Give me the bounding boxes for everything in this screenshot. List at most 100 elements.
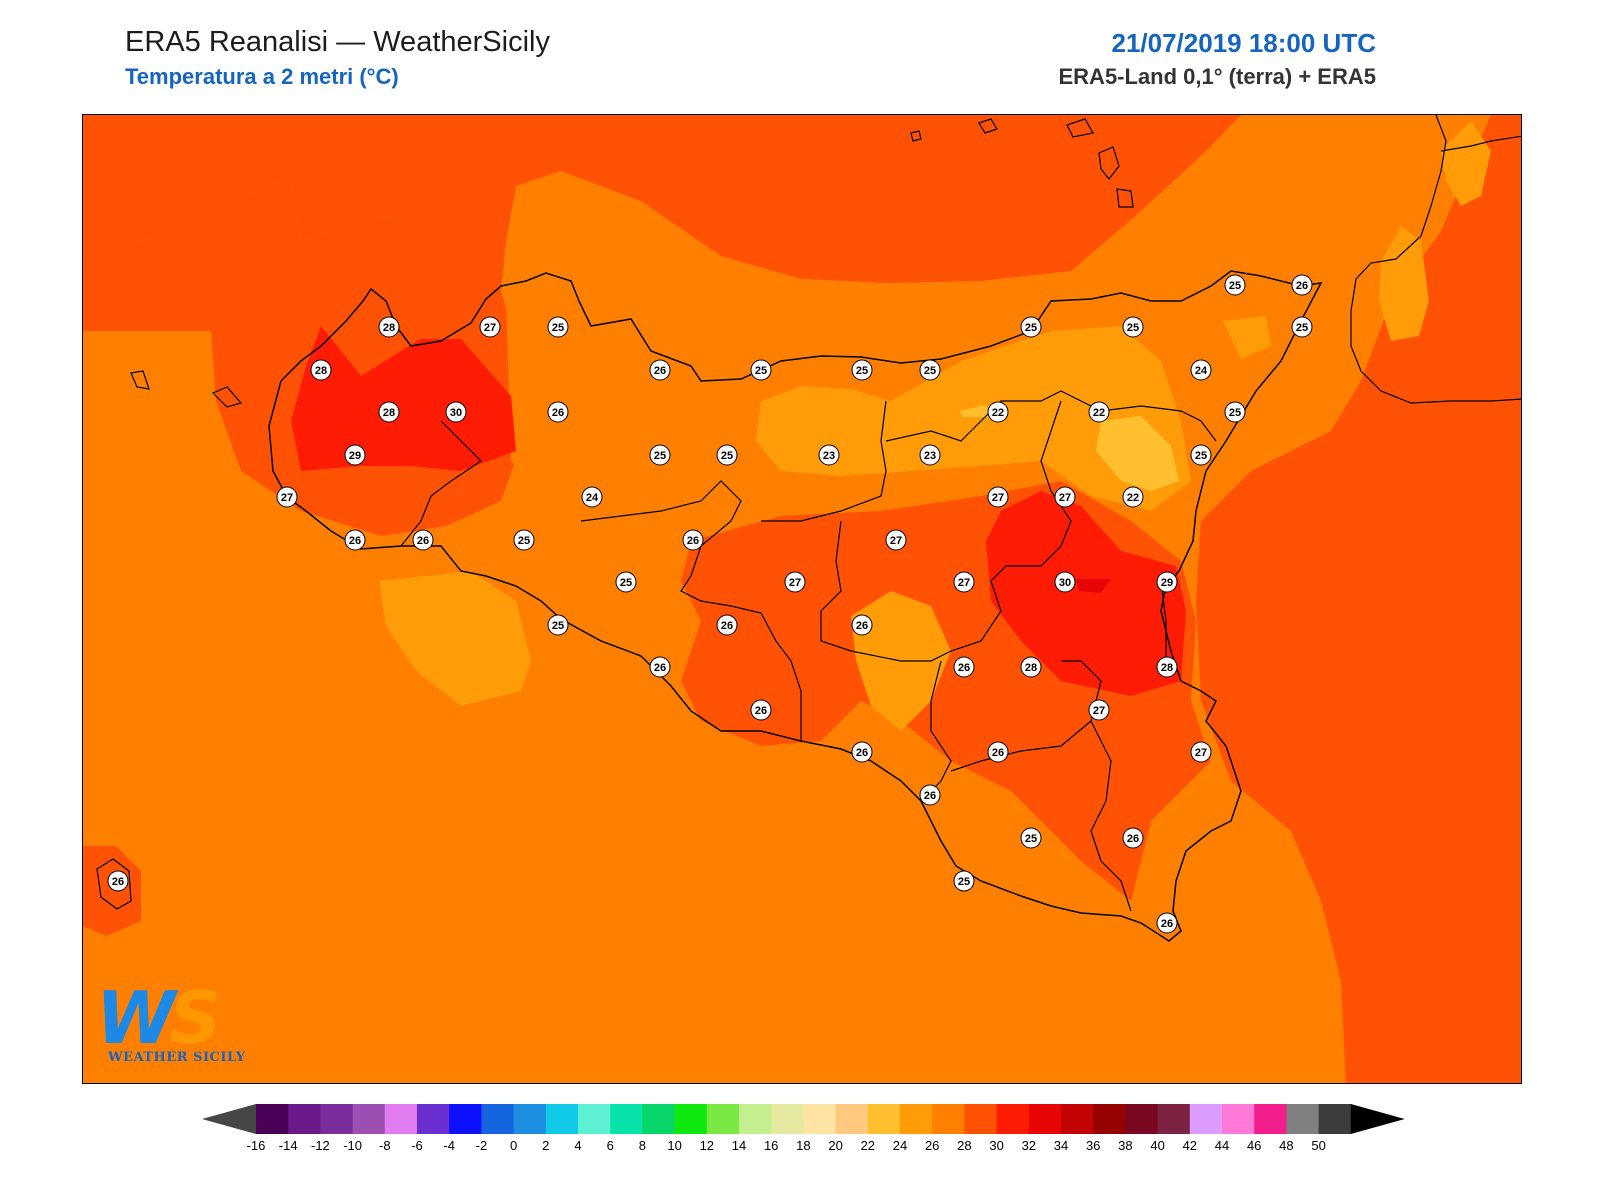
station-marker: 29: [1156, 571, 1178, 593]
station-marker: 23: [919, 444, 941, 466]
station-markers: 28 27 25 28 26 25 25 25 25 25 25 26 25 24 28 30 26 22 22 25…: [107, 274, 1313, 934]
colorbar-swatch: [706, 1104, 740, 1134]
station-value: 25: [1127, 322, 1139, 334]
coastline-sicily: [268, 270, 1323, 942]
colorbar-tick-label: 34: [1054, 1138, 1068, 1153]
colorbar-swatch: [417, 1104, 450, 1134]
station-value: 27: [958, 577, 970, 589]
station-marker: 25: [649, 444, 671, 466]
map-title: ERA5 Reanalisi — WeatherSicily: [125, 26, 550, 58]
station-marker: 26: [750, 699, 772, 721]
valid-datetime: 21/07/2019 18:00 UTC: [1111, 28, 1376, 58]
colorbar-swatch: [545, 1104, 579, 1134]
colorbar-tick-label: 30: [989, 1138, 1003, 1153]
station-dot: [953, 571, 975, 593]
station-value: 25: [1025, 833, 1037, 845]
colorbar-tick-label: 46: [1247, 1138, 1261, 1153]
station-value: 28: [383, 322, 395, 334]
island-egadi: [130, 370, 243, 408]
station-value: 26: [1296, 280, 1308, 292]
station-marker: 25: [851, 359, 873, 381]
colorbar-tick-label: 26: [925, 1138, 939, 1153]
station-value: 25: [1025, 322, 1037, 334]
station-dot: [378, 401, 400, 423]
station-value: 25: [755, 365, 767, 377]
station-dot: [1156, 912, 1178, 934]
colorbar-tick-label: 38: [1118, 1138, 1132, 1153]
station-value: 26: [856, 620, 868, 632]
station-value: 30: [450, 407, 462, 419]
field-ne-22-24: [1223, 316, 1271, 359]
station-marker: 26: [851, 741, 873, 763]
station-marker: 27: [479, 316, 501, 338]
station-value: 26: [417, 535, 429, 547]
station-marker: 25: [1020, 316, 1042, 338]
station-marker: 27: [885, 529, 907, 551]
station-dot: [1190, 359, 1212, 381]
field-east-26-28: [1196, 115, 1521, 1083]
station-value: 25: [958, 876, 970, 888]
station-marker: 22: [1122, 486, 1144, 508]
station-value: 25: [552, 322, 564, 334]
colorbar-tick-label: 0: [510, 1138, 517, 1153]
colorbar-swatch: [739, 1104, 772, 1134]
station-dot: [445, 401, 467, 423]
station-marker: 26: [682, 529, 704, 551]
station-value: 22: [1093, 407, 1105, 419]
colorbar-tick-label: 48: [1279, 1138, 1293, 1153]
station-dot: [1020, 827, 1042, 849]
station-dot: [1224, 401, 1246, 423]
island-lipari: [1098, 146, 1134, 208]
colorbar-tick-label: 16: [764, 1138, 778, 1153]
station-value: 24: [586, 492, 599, 504]
station-marker: 25: [1224, 274, 1246, 296]
station-value: 25: [620, 577, 632, 589]
colorbar-tick-label: -4: [443, 1138, 455, 1153]
station-marker: 26: [953, 656, 975, 678]
station-marker: 25: [919, 359, 941, 381]
station-dot: [344, 444, 366, 466]
station-dot: [716, 614, 738, 636]
colorbar-swatch: [578, 1104, 611, 1134]
colorbar-tick-label: 6: [607, 1138, 614, 1153]
colorbar-tick-label: 2: [542, 1138, 549, 1153]
field-corner-22-24: [1441, 121, 1491, 206]
colorbar-tick-label: -12: [311, 1138, 330, 1153]
station-value: 28: [1161, 662, 1173, 674]
station-value: 26: [687, 535, 699, 547]
station-value: 27: [281, 492, 293, 504]
colorbar-swatch: [900, 1104, 933, 1134]
station-value: 28: [383, 407, 395, 419]
colorbar-tick-label: 44: [1215, 1138, 1229, 1153]
station-dot: [310, 359, 332, 381]
station-value: 26: [349, 535, 361, 547]
station-marker: 25: [615, 571, 637, 593]
station-value: 26: [992, 747, 1004, 759]
colorbar: -16 -14 -12 -10 -8 -6 -4 -2 0 2 4 6 8 10 12 14 16 18 20 22 2…: [202, 1104, 1405, 1153]
station-value: 29: [1161, 577, 1173, 589]
station-value: 26: [112, 876, 124, 888]
station-marker: 26: [1122, 827, 1144, 849]
station-dot: [818, 444, 840, 466]
colorbar-swatch: [1157, 1104, 1191, 1134]
station-value: 25: [924, 365, 936, 377]
station-marker: 25: [1190, 444, 1212, 466]
map-subtitle: Temperatura a 2 metri (°C): [125, 64, 399, 89]
colorbar-tick-label: 10: [667, 1138, 681, 1153]
logo-text: WEATHER SICILY: [108, 1050, 246, 1065]
station-dot: [1122, 316, 1144, 338]
island-pantelleria: [96, 858, 132, 910]
station-value: 29: [349, 450, 361, 462]
colorbar-swatch: [610, 1104, 643, 1134]
station-value: 26: [856, 747, 868, 759]
station-dot: [987, 401, 1009, 423]
station-value: 25: [552, 620, 564, 632]
station-value: 27: [789, 577, 801, 589]
station-marker: 25: [1291, 316, 1313, 338]
station-value: 28: [315, 365, 327, 377]
station-value: 22: [992, 407, 1004, 419]
station-dot: [716, 444, 738, 466]
field-east-28-30: [986, 491, 1186, 696]
station-marker: 26: [716, 614, 738, 636]
colorbar-tick-label: 50: [1311, 1138, 1325, 1153]
